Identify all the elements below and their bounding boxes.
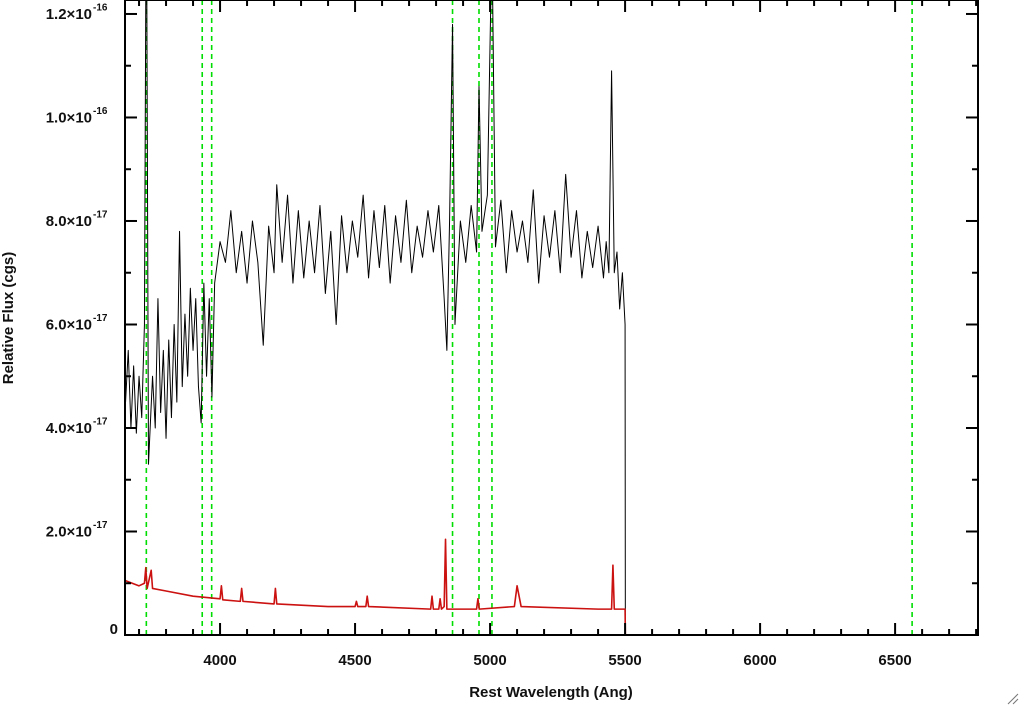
plot-frame xyxy=(124,0,979,636)
y-tick-label: 6.0×10 xyxy=(46,316,92,333)
x-axis-label: Rest Wavelength (Ang) xyxy=(469,684,633,701)
x-tick-label: 4500 xyxy=(338,652,371,669)
y-tick-exponent: -17 xyxy=(93,417,108,428)
y-tick-exponent: -17 xyxy=(93,520,108,531)
plot-area xyxy=(125,0,978,635)
y-tick-label: 2.0×10 xyxy=(46,523,92,540)
spectrum-line xyxy=(125,538,978,635)
y-tick-label: 1.2×10 xyxy=(46,6,92,23)
y-tick-exponent: -17 xyxy=(93,210,108,221)
y-tick-label: 8.0×10 xyxy=(46,213,92,230)
x-tick-label: 5000 xyxy=(473,652,506,669)
x-tick-label: 6000 xyxy=(743,652,776,669)
y-tick-exponent: -16 xyxy=(93,106,108,117)
spectrum-line xyxy=(125,0,978,635)
resize-grip xyxy=(1007,693,1019,705)
y-tick-label: 0 xyxy=(110,621,118,638)
y-tick-label: 1.0×10 xyxy=(46,109,92,126)
x-tick-label: 5500 xyxy=(608,652,641,669)
y-axis-label: Relative Flux (cgs) xyxy=(0,252,17,385)
y-tick-label: 4.0×10 xyxy=(46,420,92,437)
y-tick-exponent: -17 xyxy=(93,313,108,324)
x-tick-label: 6500 xyxy=(878,652,911,669)
x-tick-label: 4000 xyxy=(203,652,236,669)
y-tick-exponent: -16 xyxy=(93,3,108,14)
